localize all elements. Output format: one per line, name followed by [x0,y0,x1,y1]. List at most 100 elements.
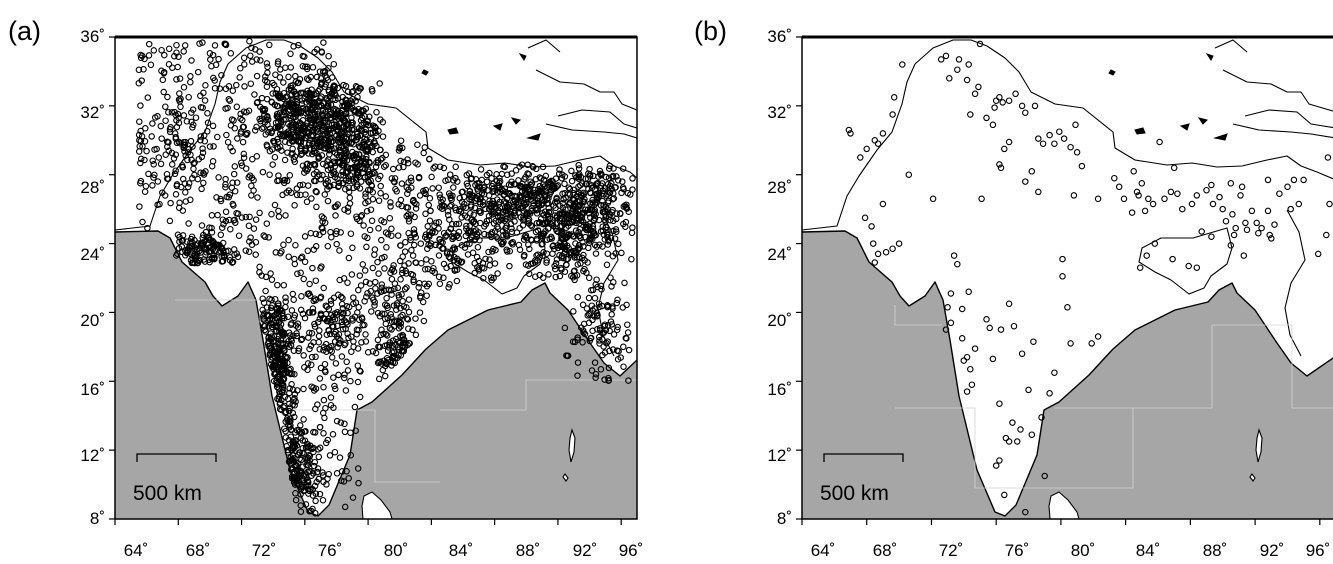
station-marker [292,241,299,249]
station-marker [322,368,329,376]
station-marker [565,184,573,191]
station-marker [1018,102,1026,110]
station-marker [310,309,317,316]
station-marker [1059,255,1066,263]
station-marker [1035,188,1042,196]
station-marker [277,351,284,358]
panel-b-x-tick-label: 88˚ [1203,541,1228,560]
station-marker [954,66,961,73]
station-marker [372,129,379,136]
station-marker [372,285,379,292]
station-marker [371,246,379,253]
station-marker [316,375,324,382]
station-marker [604,206,612,213]
station-marker [345,475,352,482]
station-marker [316,327,323,334]
station-marker [574,359,582,366]
station-marker [246,238,253,245]
station-marker [200,179,207,187]
station-marker [404,204,412,211]
station-marker [467,203,475,210]
station-marker [490,208,498,216]
station-marker [614,356,622,363]
station-marker [298,483,306,490]
station-marker [399,144,406,152]
station-marker [325,470,332,478]
station-marker [304,454,312,462]
station-marker [324,436,332,444]
station-marker [381,342,389,350]
station-marker [263,95,271,103]
station-marker [444,208,452,215]
station-marker [162,117,169,124]
station-marker [247,52,254,59]
station-marker [208,212,216,219]
station-marker [879,200,887,208]
station-marker [954,260,961,268]
station-marker [552,184,559,192]
station-marker [340,172,347,179]
station-marker [509,238,517,246]
station-marker [170,155,178,162]
station-marker [566,199,574,206]
station-marker [268,276,276,283]
station-marker [382,229,390,236]
station-marker [327,394,335,401]
station-marker [165,61,173,68]
station-marker [605,165,613,172]
station-marker [257,57,264,64]
panel-a-y-tick-label: 32˚ [80,103,105,122]
station-marker [601,216,608,223]
station-marker [183,238,191,245]
station-marker [268,210,275,218]
station-marker [1145,195,1152,203]
station-marker [303,63,311,71]
station-marker [989,355,997,363]
station-marker [366,226,374,234]
station-marker [600,202,607,209]
station-marker [967,365,974,373]
station-marker [967,111,974,118]
station-marker [266,342,274,350]
station-marker [511,192,519,200]
station-marker [606,211,614,219]
station-marker [423,292,430,299]
station-marker [317,293,325,301]
station-marker [302,145,310,152]
station-marker [621,202,629,209]
station-marker [357,178,365,185]
station-marker [356,217,363,225]
station-marker [297,508,305,515]
station-marker [1059,273,1066,280]
station-marker [308,330,316,337]
station-marker [352,97,359,105]
station-marker [276,399,284,406]
station-marker [387,311,395,318]
station-marker [172,151,180,158]
station-marker [611,235,619,242]
station-marker [503,222,511,229]
station-marker [209,122,217,130]
station-marker [1151,240,1159,247]
station-marker [551,199,559,206]
station-marker [218,253,225,260]
station-marker [344,88,352,96]
station-marker [598,171,605,178]
panel-b-x-tick-label: 80˚ [1071,541,1096,560]
station-marker [333,227,340,235]
station-marker [361,233,368,240]
station-marker [586,214,594,221]
station-marker [592,370,600,378]
station-marker [464,251,472,258]
station-marker [390,352,398,360]
station-marker [520,236,528,243]
station-marker [328,116,335,124]
station-marker [442,233,449,240]
station-marker [589,327,596,335]
station-marker [1198,228,1205,235]
station-marker [375,175,382,183]
station-marker [628,255,635,263]
station-marker [446,281,453,288]
station-marker [320,396,328,404]
station-marker [314,401,321,408]
